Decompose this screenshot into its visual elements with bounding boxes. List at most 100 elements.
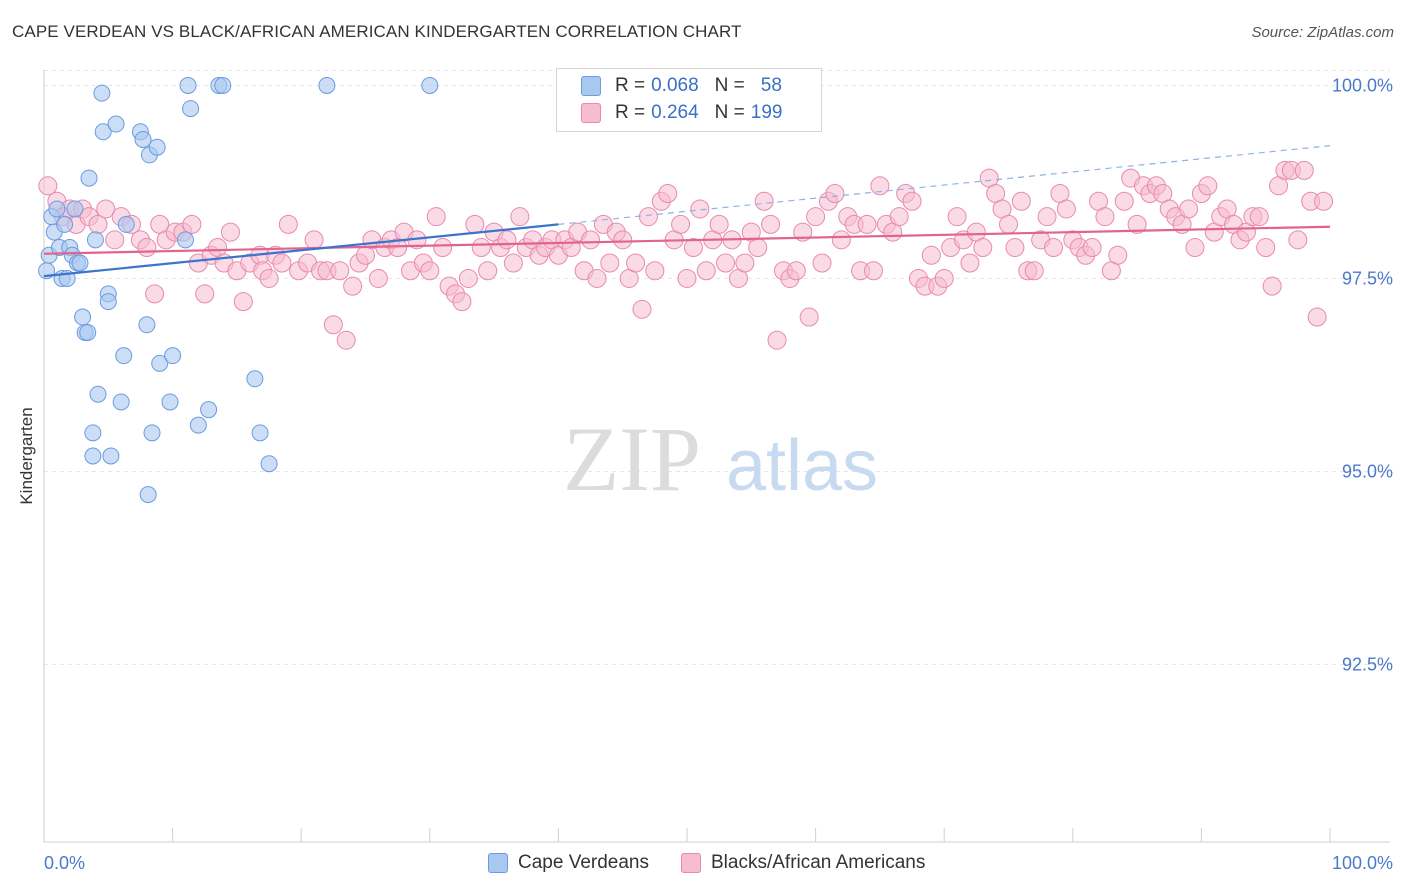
data-point-blacks	[465, 214, 485, 234]
data-point-blacks	[420, 261, 440, 281]
n-label: N =	[714, 102, 745, 123]
data-point-blacks	[735, 253, 755, 273]
data-point-blacks	[947, 207, 967, 227]
r-label: R =	[615, 75, 646, 96]
data-point-blacks	[182, 214, 202, 234]
data-point-capeverdean	[86, 231, 104, 249]
data-point-capeverdean	[164, 347, 182, 365]
data-point-blacks	[626, 253, 646, 273]
data-point-capeverdean	[214, 76, 232, 94]
data-point-capeverdean	[148, 138, 166, 156]
data-point-capeverdean	[251, 424, 269, 442]
data-point-blacks	[934, 268, 954, 288]
data-point-capeverdean	[93, 84, 111, 102]
data-point-blacks	[690, 199, 710, 219]
data-point-capeverdean	[99, 293, 117, 311]
data-point-capeverdean	[318, 76, 336, 94]
data-point-capeverdean	[56, 215, 74, 233]
data-point-blacks	[368, 268, 388, 288]
data-point-capeverdean	[134, 130, 152, 148]
data-point-capeverdean	[421, 76, 439, 94]
data-point-blacks	[137, 238, 157, 258]
data-point-blacks	[799, 307, 819, 327]
data-point-capeverdean	[89, 385, 107, 403]
data-point-capeverdean	[189, 416, 207, 434]
data-point-blacks	[1179, 199, 1199, 219]
data-point-blacks	[806, 207, 826, 227]
data-point-blacks	[323, 315, 343, 335]
data-point-blacks	[677, 268, 697, 288]
data-point-blacks	[1256, 238, 1276, 258]
y-tick-label: 97.5%	[1342, 268, 1393, 288]
data-point-blacks	[1198, 176, 1218, 196]
r-value: 0.068	[651, 75, 699, 96]
data-point-blacks	[510, 207, 530, 227]
data-point-blacks	[831, 230, 851, 250]
trend-lines	[43, 145, 1331, 278]
data-point-blacks	[645, 261, 665, 281]
data-point-blacks	[336, 330, 356, 350]
data-point-blacks	[1262, 276, 1282, 296]
data-point-blacks	[754, 191, 774, 211]
trend-line-blacks	[43, 225, 1331, 255]
chart-title: CAPE VERDEAN VS BLACK/AFRICAN AMERICAN K…	[12, 22, 742, 41]
data-point-blacks	[812, 253, 832, 273]
n-value: 199	[750, 102, 783, 123]
data-point-capeverdean	[139, 486, 157, 504]
data-point-blacks	[38, 176, 58, 196]
data-point-capeverdean	[94, 123, 112, 141]
data-point-capeverdean	[48, 200, 66, 218]
data-point-capeverdean	[71, 254, 89, 272]
data-point-blacks	[999, 214, 1018, 234]
data-point-capeverdean	[79, 323, 97, 341]
data-point-blacks	[889, 207, 909, 227]
data-point-blacks	[145, 284, 165, 304]
r-label: R =	[615, 102, 646, 123]
x-tick-label: 0.0%	[44, 853, 85, 873]
data-point-blacks	[1056, 199, 1076, 219]
data-point-blacks	[259, 268, 279, 288]
data-point-capeverdean	[102, 447, 120, 465]
r-value: 0.264	[651, 102, 699, 123]
legend-item-blacks[interactable]: Blacks/African Americans	[681, 852, 925, 874]
data-point-blacks	[587, 268, 607, 288]
data-point-capeverdean	[176, 231, 194, 249]
data-point-blacks	[452, 292, 472, 312]
data-point-capeverdean	[260, 455, 278, 473]
y-tick-label: 92.5%	[1342, 654, 1393, 674]
data-point-blacks	[1005, 238, 1025, 258]
data-point-capeverdean	[107, 115, 125, 133]
tick-labels: 92.5% 95.0% 97.5% 100.0% 0.0% 100.0%	[44, 75, 1393, 873]
data-point-blacks	[220, 222, 240, 242]
data-point-blacks	[1114, 191, 1134, 211]
y-tick-label: 95.0%	[1342, 461, 1393, 481]
axes	[43, 70, 1390, 843]
data-point-blacks	[1037, 207, 1057, 227]
series-blacks-points	[38, 160, 1334, 350]
data-point-blacks	[709, 214, 729, 234]
data-point-blacks	[330, 261, 350, 281]
data-point-capeverdean	[200, 401, 218, 419]
stats-legend: R = 0.068 N = 58 R = 0.264 N = 199	[556, 68, 822, 132]
data-point-blacks	[1108, 245, 1128, 265]
legend-swatch-blue	[488, 853, 508, 873]
data-point-blacks	[1011, 191, 1031, 211]
data-point-blacks	[1249, 207, 1269, 227]
data-point-blacks	[503, 253, 523, 273]
data-point-blacks	[863, 261, 883, 281]
data-point-blacks	[497, 230, 517, 250]
x-tick-label: 100.0%	[1332, 853, 1393, 873]
data-point-capeverdean	[138, 316, 156, 334]
data-point-capeverdean	[161, 393, 179, 411]
data-point-blacks	[478, 261, 498, 281]
data-point-blacks	[716, 253, 736, 273]
data-point-blacks	[433, 238, 453, 258]
legend-item-capeverdeans[interactable]: Cape Verdeans	[488, 852, 649, 874]
watermark-atlas: atlas	[726, 426, 878, 506]
data-point-blacks	[632, 299, 652, 319]
data-point-capeverdean	[84, 424, 102, 442]
series-capeverdean-points	[38, 76, 439, 504]
legend-swatch-pink	[681, 853, 701, 873]
legend-swatch-blue	[581, 76, 601, 96]
grid-lines	[44, 69, 1390, 665]
